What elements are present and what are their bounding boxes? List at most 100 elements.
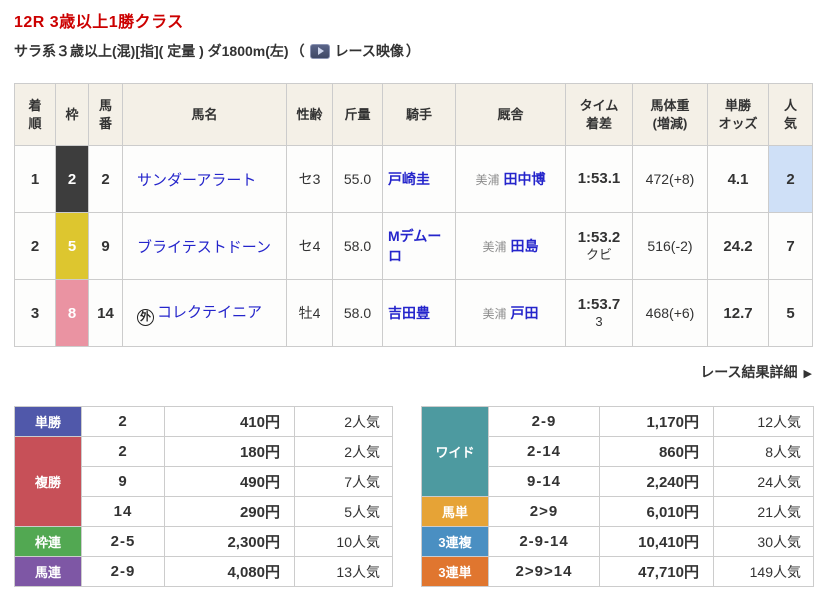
result-row: 2 5 9 ブライテストドーン セ4 58.0 Mデムーロ 美浦 田島 1:53.2 クビ 516(-…	[14, 212, 813, 280]
result-row: 3 8 14 外コレクテイニア 牡4 58.0 吉田豊 美浦 戸田 1:53.7 3 468(+6) 1…	[14, 279, 813, 347]
bracket-number: 8	[55, 279, 89, 347]
payout-amount: 6,010円	[599, 496, 714, 527]
horse-name-link[interactable]: サンダーアラート	[137, 171, 257, 189]
bet-type-label: 複勝	[14, 436, 82, 527]
finish-position: 2	[14, 212, 56, 280]
margin: クビ	[585, 247, 612, 263]
jockey-link[interactable]: 吉田豊	[388, 305, 430, 321]
header-finish: 着 順	[14, 83, 56, 146]
popularity: 7	[768, 212, 813, 280]
payout-row: 複勝 2 180円 2人気	[14, 436, 393, 527]
header-sex-age: 性齢	[286, 83, 333, 146]
payout-popularity: 5人気	[294, 496, 393, 527]
payout-row: 馬単 2>9 6,010円 21人気	[421, 496, 814, 527]
payout-row: 3連単 2>9>14 47,710円 149人気	[421, 556, 814, 587]
trainer-link[interactable]: 田島	[510, 238, 539, 254]
header-stable: 厩舎	[455, 83, 566, 146]
payout-popularity: 2人気	[294, 406, 393, 437]
payout-popularity: 7人気	[294, 466, 393, 497]
race-video-link[interactable]: レース映像	[334, 43, 404, 59]
bet-type-label: ワイド	[421, 406, 489, 497]
video-play-icon[interactable]	[309, 43, 330, 59]
sex-age: 牡4	[286, 279, 333, 347]
stable-cell: 美浦 田島	[455, 212, 566, 280]
payout-combination: 9-14	[488, 466, 600, 497]
horse-name-link[interactable]: ブライテストドーン	[137, 238, 271, 256]
horse-number: 14	[88, 279, 123, 347]
header-horse-name: 馬名	[122, 83, 287, 146]
payout-popularity: 21人気	[713, 496, 814, 527]
payout-combination: 2-14	[488, 436, 600, 467]
stable-cell: 美浦 戸田	[455, 279, 566, 347]
play-triangle-icon	[317, 47, 324, 55]
payout-popularity: 24人気	[713, 466, 814, 497]
header-bracket: 枠	[55, 83, 89, 146]
payout-combination: 2>9	[488, 496, 600, 527]
horse-name-cell: ブライテストドーン	[122, 212, 287, 280]
payout-combination: 14	[81, 496, 165, 527]
body-weight: 516(-2)	[632, 212, 708, 280]
jockey-link[interactable]: Mデムーロ	[388, 228, 442, 264]
time-margin-cell: 1:53.1	[565, 145, 633, 213]
finish-time: 1:53.1	[577, 169, 621, 187]
race-result-detail-link[interactable]: レース結果詳細 ▶	[700, 364, 812, 380]
finish-time: 1:53.2	[577, 228, 621, 246]
payout-combination: 2-9-14	[488, 526, 600, 557]
bet-type-label: 馬単	[421, 496, 489, 527]
jockey-cell: 戸崎圭	[382, 145, 456, 213]
carried-weight: 58.0	[332, 212, 383, 280]
chevron-right-icon: ▶	[803, 368, 812, 380]
header-horse-number: 馬 番	[88, 83, 123, 146]
foreign-horse-mark-icon: 外	[137, 308, 154, 326]
payout-row: 2-14 860円 8人気	[422, 436, 814, 467]
bet-type-label: 単勝	[14, 406, 82, 437]
trainer-link[interactable]: 戸田	[510, 305, 539, 321]
time-margin-cell: 1:53.7 3	[565, 279, 633, 347]
jockey-cell: Mデムーロ	[382, 212, 456, 280]
popularity: 5	[768, 279, 813, 347]
payout-amount: 1,170円	[599, 406, 714, 437]
payout-combination: 9	[81, 466, 165, 497]
payout-table-right: ワイド 2-9 1,170円 12人気 2-14 860円 8人気 9-14 2,240円 24人…	[421, 406, 814, 587]
jockey-cell: 吉田豊	[382, 279, 456, 347]
payout-amount: 2,300円	[164, 526, 295, 557]
trainer-link[interactable]: 田中博	[503, 171, 546, 187]
payout-row: 3連複 2-9-14 10,410円 30人気	[421, 526, 814, 557]
finish-position: 3	[14, 279, 56, 347]
popularity: 2	[768, 145, 813, 213]
horse-name-link[interactable]: コレクテイニア	[157, 303, 263, 321]
horse-number: 9	[88, 212, 123, 280]
payout-amount: 180円	[164, 436, 295, 467]
bet-type-label: 枠連	[14, 526, 82, 557]
payout-row: 枠連 2-5 2,300円 10人気	[14, 526, 393, 557]
payout-popularity: 30人気	[713, 526, 814, 557]
payout-combination: 2-9	[488, 406, 600, 437]
carried-weight: 55.0	[332, 145, 383, 213]
header-body-weight: 馬体重 (増減)	[632, 83, 708, 146]
horse-name-cell: 外コレクテイニア	[122, 279, 287, 347]
bracket-number: 5	[55, 212, 89, 280]
stable-cell: 美浦 田中博	[455, 145, 566, 213]
payout-amount: 10,410円	[599, 526, 714, 557]
detail-link-row: レース結果詳細 ▶	[14, 362, 812, 382]
paren-open: （	[290, 43, 305, 59]
race-conditions: サラ系３歳以上(混)[指]( 定量 ) ダ1800m(左)	[14, 43, 289, 59]
win-odds: 24.2	[707, 212, 769, 280]
payout-popularity: 149人気	[713, 556, 814, 587]
payout-amount: 4,080円	[164, 556, 295, 587]
payout-amount: 47,710円	[599, 556, 714, 587]
header-odds: 単勝 オッズ	[707, 83, 769, 146]
payout-popularity: 2人気	[294, 436, 393, 467]
payout-combination: 2	[81, 406, 165, 437]
margin: 3	[595, 314, 603, 330]
payout-combination: 2>9>14	[488, 556, 600, 587]
race-title: 12R 3歳以上1勝クラス	[14, 14, 184, 31]
carried-weight: 58.0	[332, 279, 383, 347]
payout-row: ワイド 2-9 1,170円 12人気	[421, 406, 814, 497]
sex-age: セ3	[286, 145, 333, 213]
time-margin-cell: 1:53.2 クビ	[565, 212, 633, 280]
body-weight: 468(+6)	[632, 279, 708, 347]
payout-row: 9-14 2,240円 24人気	[422, 466, 814, 497]
payout-popularity: 12人気	[713, 406, 814, 437]
jockey-link[interactable]: 戸崎圭	[388, 171, 430, 187]
